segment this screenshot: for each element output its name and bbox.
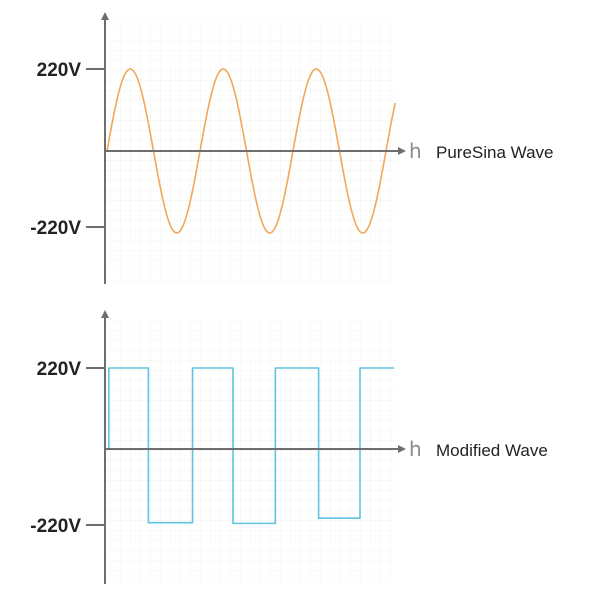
y-tick-label: 220V: [37, 359, 82, 380]
grid-fade: [106, 318, 396, 584]
waveform-caption: Modified Wave: [436, 441, 548, 460]
y-tick-label: -220V: [30, 516, 81, 537]
x-axis-arrowhead: [398, 147, 406, 155]
sine-wave-line: [106, 68, 397, 234]
modified-wave-panel: 220V -220V h Modified Wave: [30, 310, 548, 584]
x-axis-arrowhead: [398, 445, 406, 453]
y-tick-label: 220V: [37, 60, 82, 81]
modified-wave-line: [107, 367, 395, 525]
y-tick-label: -220V: [30, 218, 81, 239]
sine-wave-panel: 220V -220V h PureSina Wave: [30, 12, 553, 284]
x-axis-label: h: [409, 437, 422, 461]
y-axis-arrowhead: [101, 310, 109, 318]
y-axis-arrowhead: [101, 12, 109, 20]
x-axis-label: h: [409, 139, 422, 163]
waveform-caption: PureSina Wave: [436, 143, 553, 162]
